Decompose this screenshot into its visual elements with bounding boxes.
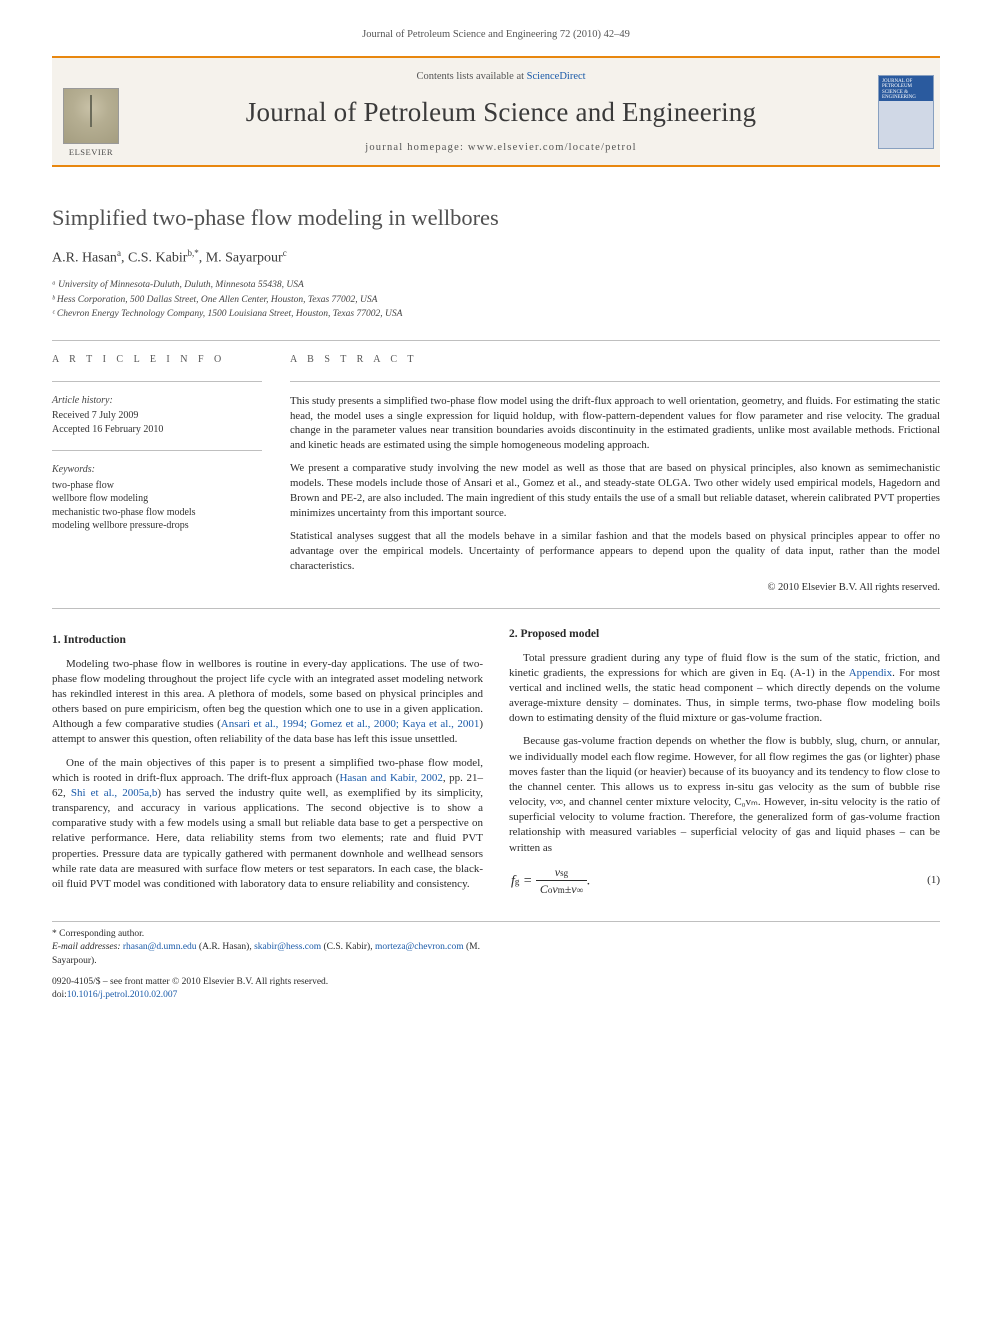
abstract-p3: Statistical analyses suggest that all th… (290, 529, 940, 574)
publisher-label: ELSEVIER (69, 147, 113, 158)
homepage-url[interactable]: www.elsevier.com/locate/petrol (468, 142, 637, 153)
keyword-2: wellbore flow modeling (52, 492, 262, 506)
affiliations: ᵃ University of Minnesota-Duluth, Duluth… (52, 279, 940, 322)
abstract-p1: This study presents a simplified two-pha… (290, 394, 940, 454)
keyword-4: modeling wellbore pressure-drops (52, 519, 262, 533)
article-history-block: Article history: Received 7 July 2009 Ac… (52, 394, 262, 437)
homepage-prefix: journal homepage: (365, 142, 468, 153)
sec2-p1: Total pressure gradient during any type … (509, 651, 940, 727)
email-hasan-who: (A.R. Hasan) (199, 942, 249, 952)
keyword-3: mechanistic two-phase flow models (52, 506, 262, 520)
page-footer: * Corresponding author. E-mail addresses… (52, 921, 940, 1002)
info-abstract-row: A R T I C L E I N F O Article history: R… (52, 353, 940, 595)
journal-name: Journal of Petroleum Science and Enginee… (138, 94, 864, 130)
equation-1-number: (1) (927, 873, 940, 888)
doi-link[interactable]: 10.1016/j.petrol.2010.02.007 (67, 990, 178, 1000)
corresponding-author-label: * Corresponding author. (52, 928, 482, 941)
emails-label: E-mail addresses: (52, 942, 123, 952)
equation-1-math: fg = vsg Covm±v∞ . (509, 864, 591, 898)
author-2-aff: b,* (187, 248, 198, 258)
footer-left: * Corresponding author. E-mail addresses… (52, 928, 482, 1002)
author-1-aff: a (117, 248, 121, 258)
abstract-copyright: © 2010 Elsevier B.V. All rights reserved… (290, 581, 940, 595)
elsevier-tree-icon (63, 88, 119, 144)
author-2: C.S. Kabir (128, 251, 188, 266)
keywords-block: Keywords: two-phase flow wellbore flow m… (52, 463, 262, 533)
doi-prefix: doi: (52, 990, 67, 1000)
abstract-heading: A B S T R A C T (290, 353, 940, 367)
sec1-p2: One of the main objectives of this paper… (52, 756, 483, 893)
publisher-logo-block: ELSEVIER (52, 58, 130, 165)
email-kabir[interactable]: skabir@hess.com (254, 942, 321, 952)
abstract-p2: We present a comparative study involving… (290, 461, 940, 521)
history-received: Received 7 July 2009 (52, 409, 262, 423)
divider (52, 340, 940, 341)
sec2-p2: Because gas-volume fraction depends on w… (509, 734, 940, 855)
author-1: A.R. Hasan (52, 251, 117, 266)
equation-1: fg = vsg Covm±v∞ . (1) (509, 864, 940, 898)
article-info-heading: A R T I C L E I N F O (52, 353, 262, 367)
affiliation-c: ᶜ Chevron Energy Technology Company, 150… (52, 308, 940, 322)
email-hasan[interactable]: rhasan@d.umn.edu (123, 942, 197, 952)
doi-line: doi:10.1016/j.petrol.2010.02.007 (52, 989, 482, 1002)
keywords-label: Keywords: (52, 463, 262, 477)
article-info-col: A R T I C L E I N F O Article history: R… (52, 353, 262, 595)
article-title: Simplified two-phase flow modeling in we… (52, 203, 940, 233)
abstract-col: A B S T R A C T This study presents a si… (290, 353, 940, 595)
citation-shi-2005[interactable]: Shi et al., 2005a,b (71, 787, 158, 799)
email-kabir-who: (C.S. Kabir) (324, 942, 371, 952)
running-header: Journal of Petroleum Science and Enginee… (52, 28, 940, 42)
affiliation-b: ᵇ Hess Corporation, 500 Dallas Street, O… (52, 294, 940, 308)
banner-center: Contents lists available at ScienceDirec… (130, 58, 872, 165)
sec1-p1: Modeling two-phase flow in wellbores is … (52, 657, 483, 748)
emails-line: E-mail addresses: rhasan@d.umn.edu (A.R.… (52, 941, 482, 968)
divider (52, 450, 262, 451)
journal-cover-thumb: JOURNAL OF PETROLEUM SCIENCE & ENGINEERI… (878, 75, 934, 149)
author-line: A.R. Hasana, C.S. Kabirb,*, M. Sayarpour… (52, 247, 940, 269)
section-2-heading: 2. Proposed model (509, 627, 940, 643)
affiliation-a: ᵃ University of Minnesota-Duluth, Duluth… (52, 279, 940, 293)
author-3-aff: c (283, 248, 287, 258)
body-columns: 1. Introduction Modeling two-phase flow … (52, 627, 940, 903)
contents-prefix: Contents lists available at (416, 71, 526, 82)
sec1-p2-b: ) has served the industry quite well, as… (52, 787, 483, 890)
keyword-1: two-phase flow (52, 479, 262, 493)
sciencedirect-link[interactable]: ScienceDirect (527, 71, 586, 82)
citation-hasan-kabir-2002[interactable]: Hasan and Kabir, 2002 (339, 772, 442, 784)
divider (52, 381, 262, 382)
citation-ansari-gomez-kaya[interactable]: Ansari et al., 1994; Gomez et al., 2000;… (221, 718, 480, 730)
section-1-heading: 1. Introduction (52, 633, 483, 649)
divider (290, 381, 940, 382)
history-label: Article history: (52, 394, 262, 408)
contents-line: Contents lists available at ScienceDirec… (138, 70, 864, 84)
journal-banner: ELSEVIER Contents lists available at Sci… (52, 56, 940, 167)
journal-homepage-line: journal homepage: www.elsevier.com/locat… (138, 141, 864, 155)
email-sayarpour[interactable]: morteza@chevron.com (375, 942, 464, 952)
issn-line: 0920-4105/$ – see front matter © 2010 El… (52, 976, 482, 989)
journal-cover-thumb-wrap: JOURNAL OF PETROLEUM SCIENCE & ENGINEERI… (872, 58, 940, 165)
appendix-link[interactable]: Appendix (849, 667, 892, 679)
author-3: M. Sayarpour (206, 251, 283, 266)
divider (52, 608, 940, 609)
history-accepted: Accepted 16 February 2010 (52, 423, 262, 437)
